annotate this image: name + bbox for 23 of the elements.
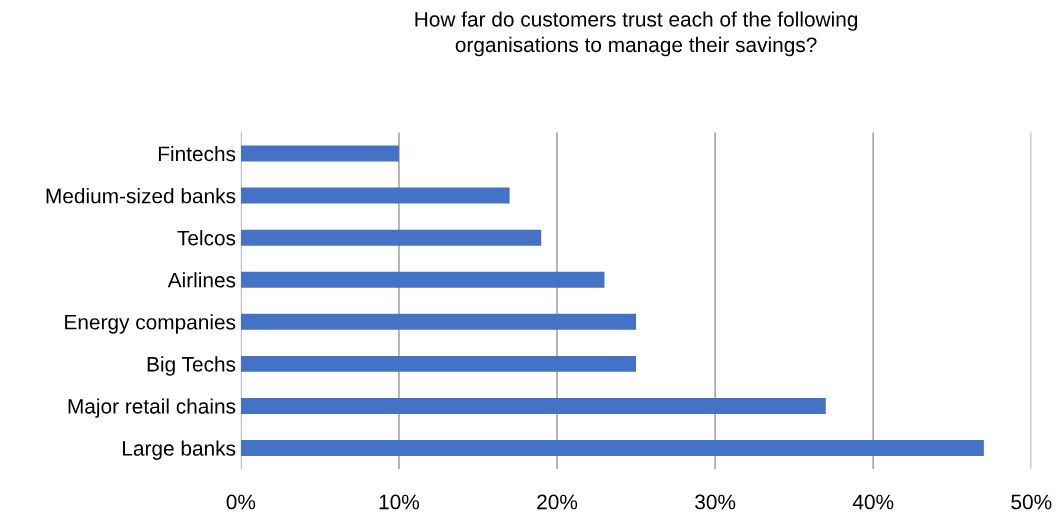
x-tick-label: 40% [852,494,894,510]
chart-title: How far do customers trust each of the following organisations to manage their savings? [415,11,858,57]
x-tick-label: 10% [379,494,420,510]
x-tick-label: 0% [226,494,256,510]
bar [240,187,510,204]
x-tick-label: 50% [1011,494,1052,510]
y-tick-label: Big Techs [147,356,236,376]
y-tick-label: Large banks [123,440,236,460]
bar [240,440,984,457]
bar [240,145,399,162]
bar [240,271,605,288]
bar [240,313,637,330]
x-tick-label: 30% [695,494,736,510]
bar [240,229,542,246]
x-tick-label: 20% [537,494,578,510]
y-tick-label: Medium-sized banks [46,188,236,204]
y-tick-label: Airlines [167,272,236,288]
y-tick-label: Major retail chains [68,398,236,418]
y-tick-label: Telcos [177,230,236,246]
y-tick-label: Energy companies [65,314,236,334]
bar [240,355,637,372]
y-tick-label: Fintechs [158,145,236,162]
bar [240,397,826,414]
